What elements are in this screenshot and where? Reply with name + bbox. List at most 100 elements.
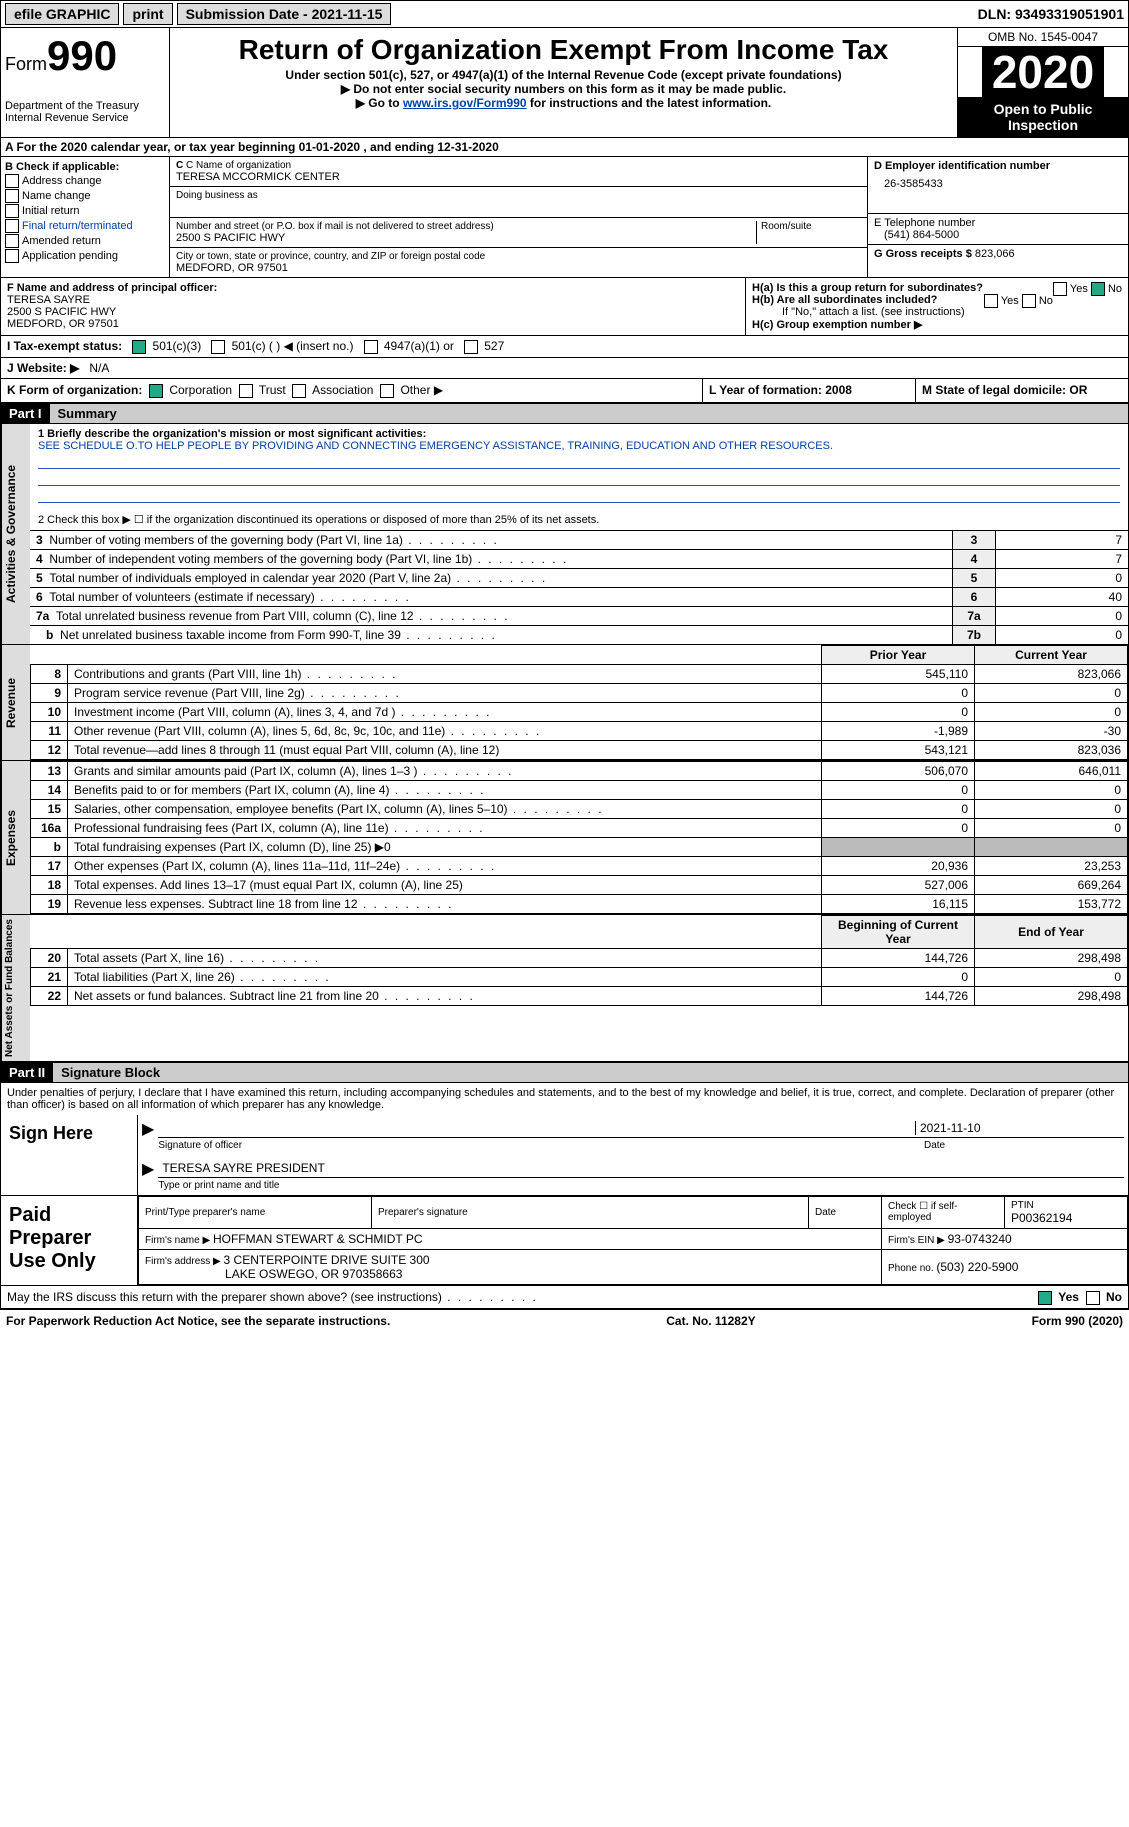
gross-receipts: 823,066 (975, 248, 1015, 260)
cb-other[interactable] (380, 384, 394, 398)
e-label: E Telephone number (874, 217, 1122, 229)
table-row: 16aProfessional fundraising fees (Part I… (31, 818, 1128, 837)
footer-cat: Cat. No. 11282Y (666, 1314, 755, 1328)
part1-header: Part I Summary (0, 403, 1129, 424)
cb-501c[interactable] (211, 340, 225, 354)
l-year-formation: L Year of formation: 2008 (709, 383, 852, 397)
ptin-label: PTIN (1011, 1200, 1121, 1211)
opt-501c: 501(c) ( ) ◀ (insert no.) (232, 339, 354, 353)
i-label: I Tax-exempt status: (7, 339, 122, 353)
g-label: G Gross receipts $ (874, 248, 975, 260)
expenses-table: 13Grants and similar amounts paid (Part … (30, 761, 1128, 914)
arrow-icon: ▶ (142, 1159, 154, 1191)
irs-yes: Yes (1058, 1290, 1079, 1304)
ha-no[interactable]: No (1108, 283, 1122, 295)
table-row: 17Other expenses (Part IX, column (A), l… (31, 856, 1128, 875)
cb-address-change[interactable]: Address change (5, 174, 165, 188)
cb-application-pending[interactable]: Application pending (5, 249, 165, 263)
part1-expenses: Expenses 13Grants and similar amounts pa… (0, 760, 1129, 914)
part1-netassets: Net Assets or Fund Balances Beginning of… (0, 914, 1129, 1062)
tax-year: 2020 (984, 49, 1102, 95)
table-row: b Net unrelated business taxable income … (30, 625, 1128, 644)
subdate-label: Submission Date - (186, 6, 312, 22)
cb-501c3[interactable] (132, 340, 146, 354)
firm-ein-label: Firm's EIN ▶ (888, 1235, 948, 1246)
officer-addr1: 2500 S PACIFIC HWY (7, 306, 116, 318)
room-label: Room/suite (761, 221, 861, 232)
city-cell: City or town, state or province, country… (170, 248, 867, 277)
col-begin: Beginning of Current Year (822, 915, 975, 948)
omb-number: OMB No. 1545-0047 (958, 28, 1128, 47)
hb-no[interactable]: No (1039, 295, 1053, 307)
table-row: 19Revenue less expenses. Subtract line 1… (31, 894, 1128, 913)
table-row: bTotal fundraising expenses (Part IX, co… (31, 837, 1128, 856)
table-row: 12Total revenue—add lines 8 through 11 (… (31, 740, 1128, 759)
table-row: 3 Number of voting members of the govern… (30, 530, 1128, 549)
footer-left: For Paperwork Reduction Act Notice, see … (6, 1314, 390, 1328)
header-right: OMB No. 1545-0047 2020 Open to Public In… (957, 28, 1128, 137)
vtab-netassets: Net Assets or Fund Balances (1, 915, 30, 1061)
cb-527[interactable] (464, 340, 478, 354)
header-left: Form990 Department of the Treasury Inter… (1, 28, 170, 137)
cb-irs-no[interactable] (1086, 1291, 1100, 1305)
addr-label: Number and street (or P.O. box if mail i… (176, 221, 752, 232)
irs-link[interactable]: www.irs.gov/Form990 (403, 96, 527, 110)
revenue-table: Prior YearCurrent Year 8Contributions an… (30, 645, 1128, 760)
irs-no: No (1106, 1290, 1122, 1304)
gross-cell: G Gross receipts $ 823,066 (868, 245, 1128, 263)
prep-sig-label: Preparer's signature (378, 1207, 802, 1218)
street-address: 2500 S PACIFIC HWY (176, 232, 752, 244)
part1-governance: Activities & Governance 1 Briefly descri… (0, 424, 1129, 644)
k-label: K Form of organization: (7, 383, 142, 397)
opt-4947: 4947(a)(1) or (384, 339, 454, 353)
prep-date-label: Date (815, 1207, 875, 1218)
firm-phone: (503) 220-5900 (936, 1260, 1018, 1274)
subtitle-3: ▶ Go to www.irs.gov/Form990 for instruct… (174, 96, 953, 110)
prep-name-label: Print/Type preparer's name (145, 1207, 365, 1218)
cb-initial-return[interactable]: Initial return (5, 204, 165, 218)
part2-label: Part II (1, 1063, 53, 1082)
phone-value: (541) 864-5000 (874, 229, 1122, 241)
table-row: 15Salaries, other compensation, employee… (31, 799, 1128, 818)
cb-corp[interactable] (149, 384, 163, 398)
city-label: City or town, state or province, country… (176, 251, 861, 262)
paid-preparer-section: Paid Preparer Use Only Print/Type prepar… (0, 1196, 1129, 1286)
dba-label: Doing business as (176, 190, 861, 201)
cb-trust[interactable] (239, 384, 253, 398)
line-i-tax-status: I Tax-exempt status: 501(c)(3) 501(c) ( … (0, 336, 1129, 358)
cb-final-return[interactable]: Final return/terminated (5, 219, 165, 233)
officer-name: TERESA SAYRE (7, 294, 90, 306)
mission-box: 1 Briefly describe the organization's mi… (30, 424, 1128, 509)
mission-text: SEE SCHEDULE O.TO HELP PEOPLE BY PROVIDI… (38, 440, 1120, 452)
arrow-icon: ▶ (142, 1119, 154, 1151)
submission-date: Submission Date - 2021-11-15 (177, 3, 392, 25)
q1-label: 1 Briefly describe the organization's mi… (38, 428, 426, 440)
dept-treasury: Department of the Treasury (5, 100, 165, 112)
print-button[interactable]: print (123, 3, 172, 25)
cb-name-change[interactable]: Name change (5, 189, 165, 203)
sub3a: ▶ Go to (356, 96, 403, 110)
cb-amended[interactable]: Amended return (5, 234, 165, 248)
table-row: 4 Number of independent voting members o… (30, 549, 1128, 568)
opt-527: 527 (484, 339, 504, 353)
opt-assoc: Association (312, 383, 373, 397)
table-row: 14Benefits paid to or for members (Part … (31, 780, 1128, 799)
may-irs-text: May the IRS discuss this return with the… (7, 1290, 538, 1304)
f-officer: F Name and address of principal officer:… (1, 278, 746, 335)
opt-corp: Corporation (169, 383, 232, 397)
cb-irs-yes[interactable] (1038, 1291, 1052, 1305)
col-b-checkboxes: B Check if applicable: Address change Na… (1, 157, 170, 277)
firm-addr2: LAKE OSWEGO, OR 970358663 (225, 1267, 402, 1281)
form-title: Return of Organization Exempt From Incom… (174, 34, 953, 66)
sign-here-label: Sign Here (1, 1115, 138, 1195)
ha-yes[interactable]: Yes (1070, 283, 1088, 295)
col-end: End of Year (975, 915, 1128, 948)
cb-assoc[interactable] (292, 384, 306, 398)
dln-label: DLN: (978, 6, 1015, 22)
table-row: 5 Total number of individuals employed i… (30, 568, 1128, 587)
cb-4947[interactable] (364, 340, 378, 354)
hb-yes[interactable]: Yes (1001, 295, 1019, 307)
j-label: J Website: ▶ (7, 361, 79, 375)
part2-header: Part II Signature Block (0, 1062, 1129, 1083)
governance-table: 3 Number of voting members of the govern… (30, 530, 1128, 644)
